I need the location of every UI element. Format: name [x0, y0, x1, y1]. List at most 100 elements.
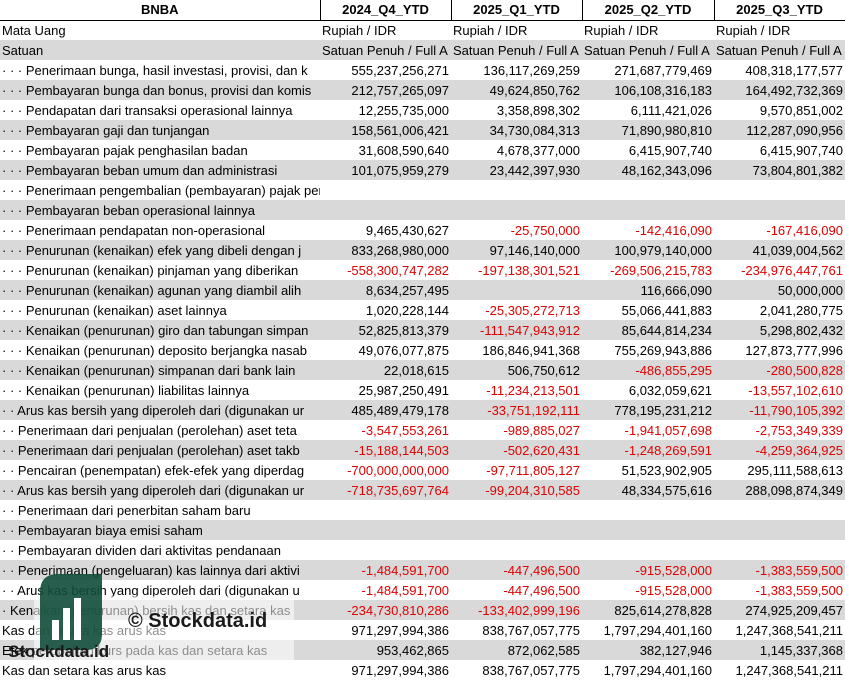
cell: 55,066,441,883: [621, 302, 712, 318]
cell: 22,018,615: [320, 360, 451, 380]
row-label: · · · Pembayaran beban umum dan administ…: [0, 160, 320, 180]
cell: 164,492,732,369: [714, 80, 845, 100]
cell: -447,496,500: [503, 582, 580, 598]
cell: 778,195,231,212: [582, 400, 714, 420]
cell: 112,287,090,956: [714, 120, 845, 140]
table-row: Kas dan setara kas arus kas 971,297,994,3…: [0, 620, 845, 640]
cell: [582, 520, 714, 540]
table-row: · · Arus kas bersih yang diperoleh dari …: [0, 580, 845, 600]
cell: -700,000,000,000: [347, 462, 449, 478]
cell: 51,523,902,905: [621, 462, 712, 478]
row-label: · · Pencairan (penempatan) efek-efek yan…: [2, 462, 305, 478]
table-row: · Kenaikan (penurunan) bersih kas dan se…: [0, 600, 845, 620]
table-row: · · · Pembayaran beban umum dan administ…: [0, 160, 845, 180]
cell: [714, 200, 845, 220]
cell: 4,678,377,000: [496, 142, 580, 158]
row-label: · · · Pembayaran gaji dan tunjangan: [0, 120, 320, 140]
cell: 8,634,257,495: [320, 280, 451, 300]
cell: 1,797,294,401,160: [603, 622, 712, 638]
cell: -142,416,090: [635, 222, 712, 238]
cell: 116,666,090: [582, 280, 714, 300]
cell: -486,855,295: [582, 360, 714, 380]
row-label: · · · Penurunan (kenaikan) aset lainnya: [2, 302, 227, 318]
table-row: · · Pembayaran biaya emisi saham: [0, 520, 845, 540]
row-label: Kas dan setara kas arus kas: [2, 662, 167, 678]
table-row: · · Arus kas bersih yang diperoleh dari …: [0, 480, 845, 500]
table-row: · · · Pembayaran bunga dan bonus, provis…: [0, 80, 845, 100]
row-label: · · · Kenaikan (penurunan) liabilitas la…: [2, 382, 250, 398]
cell: -25,305,272,713: [485, 302, 580, 318]
row-label: · · · Kenaikan (penurunan) giro dan tabu…: [0, 320, 320, 340]
cell: Satuan Penuh / Full A: [320, 40, 451, 60]
table-row: · · · Pembayaran gaji dan tunjangan 158,5…: [0, 120, 845, 140]
table-row: · · · Penerimaan pengembalian (pembayara…: [0, 180, 845, 200]
cell: [451, 180, 582, 200]
table-row: · · · Pembayaran pajak penghasilan badan…: [0, 140, 845, 160]
cell: -111,547,943,912: [451, 320, 582, 340]
table-row: · · · Penerimaan bunga, hasil investasi,…: [0, 60, 845, 80]
row-label: Satuan: [0, 40, 320, 60]
table-row: · · · Penurunan (kenaikan) agunan yang d…: [0, 280, 845, 300]
row-label: · · · Penurunan (kenaikan) agunan yang d…: [0, 280, 320, 300]
cell: 73,804,801,382: [714, 160, 845, 180]
row-label: · · Penerimaan dari penjualan (perolehan…: [2, 422, 297, 438]
cell: 506,750,612: [451, 360, 582, 380]
cell: [714, 500, 845, 520]
cell: -280,500,828: [714, 360, 845, 380]
cell: 2,041,280,775: [759, 302, 843, 318]
cell: Rupiah / IDR: [716, 22, 791, 38]
cell: [451, 200, 582, 220]
cell: 833,268,980,000: [320, 240, 451, 260]
cell: -11,234,213,501: [486, 382, 580, 398]
cell: 41,039,004,562: [714, 240, 845, 260]
cell: 295,111,588,613: [747, 462, 843, 478]
cell: 971,297,994,386: [351, 662, 449, 678]
row-label: · · Penerimaan (pengeluaran) kas lainnya…: [0, 560, 320, 580]
cell: [582, 540, 714, 560]
row-label: · · Arus kas bersih yang diperoleh dari …: [0, 400, 320, 420]
cell: -1,941,057,698: [624, 422, 712, 438]
cell: 106,108,316,183: [582, 80, 714, 100]
row-label: · · · Kenaikan (penurunan) deposito berj…: [2, 342, 307, 358]
cell: [582, 200, 714, 220]
cell: -234,730,810,286: [320, 600, 451, 620]
table-row: Kas dan setara kas arus kas 971,297,994,3…: [0, 660, 845, 680]
cell: [320, 520, 451, 540]
cell: 485,489,479,178: [320, 400, 451, 420]
cell: -197,138,301,521: [478, 262, 580, 278]
cell: [714, 520, 845, 540]
row-label: · · · Penerimaan bunga, hasil investasi,…: [2, 62, 308, 78]
row-label: · · Arus kas bersih yang diperoleh dari …: [0, 480, 320, 500]
cell: -33,751,192,111: [451, 400, 582, 420]
cell: 274,925,209,457: [714, 600, 845, 620]
cell: Rupiah / IDR: [584, 22, 659, 38]
cell: 555,237,256,271: [351, 62, 449, 78]
cell: 50,000,000: [714, 280, 845, 300]
cell: 271,687,779,469: [614, 62, 712, 78]
column-header: 2025_Q1_YTD: [451, 0, 583, 21]
cell: 872,062,585: [451, 640, 582, 660]
cell: -1,484,591,700: [361, 582, 449, 598]
cell: 408,318,177,577: [745, 62, 843, 78]
cell: 9,570,851,002: [759, 102, 843, 118]
cell: 136,117,269,259: [483, 62, 580, 78]
cell: 6,415,907,740: [759, 142, 843, 158]
cell: 6,111,421,026: [630, 102, 712, 118]
row-label: Efek perubahan kurs pada kas dan setara …: [0, 640, 320, 660]
table-row: · · Pembayaran dividen dari aktivitas pe…: [0, 540, 845, 560]
cell: -2,753,349,339: [755, 422, 843, 438]
table-row: · · Penerimaan (pengeluaran) kas lainnya…: [0, 560, 845, 580]
cell: -718,735,697,764: [320, 480, 451, 500]
cell: -167,416,090: [766, 222, 843, 238]
cell: [582, 500, 714, 520]
cell: 1,247,368,541,211: [735, 662, 843, 678]
cell: -133,402,999,196: [451, 600, 582, 620]
cell: -1,383,559,500: [714, 560, 845, 580]
cell: 5,298,802,432: [714, 320, 845, 340]
cell: 1,145,337,368: [714, 640, 845, 660]
table-row: · · · Pembayaran beban operasional lainn…: [0, 200, 845, 220]
header-row: BNBA 2024_Q4_YTD 2025_Q1_YTD 2025_Q2_YTD 202…: [0, 0, 845, 21]
cell: [714, 180, 845, 200]
cell: 25,987,250,491: [358, 382, 449, 398]
